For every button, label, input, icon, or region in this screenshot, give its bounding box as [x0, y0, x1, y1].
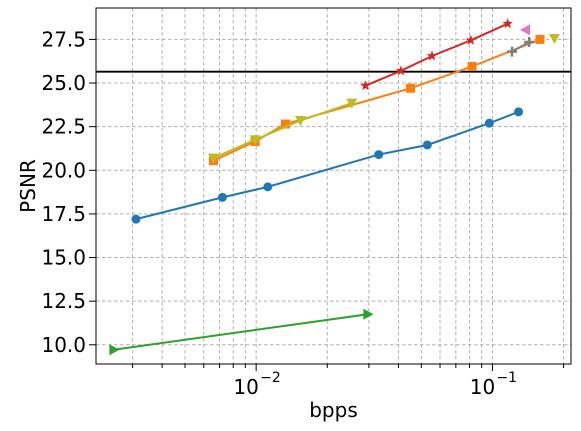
tick-layer: 10.012.515.017.520.022.525.027.510 −2 10 −1 [41, 27, 565, 399]
data-point [422, 140, 432, 150]
data-point [502, 18, 513, 29]
grid [96, 8, 571, 364]
data-point [249, 135, 261, 146]
x-axis-label: bpps [309, 398, 358, 422]
x-tick-exponent: −2 [260, 370, 281, 386]
data-point [360, 80, 371, 91]
data-point [208, 153, 220, 164]
y-tick-label: 15.0 [41, 246, 86, 270]
series-4 [507, 37, 535, 57]
data-point [514, 107, 524, 117]
data-point [294, 116, 306, 127]
data-point [507, 46, 518, 57]
y-tick-label: 27.5 [41, 27, 86, 51]
y-tick-label: 10.0 [41, 333, 86, 357]
y-tick-label: 12.5 [41, 289, 86, 313]
data-point [535, 34, 545, 44]
data-point [131, 214, 141, 224]
plot-frame [95, 7, 572, 365]
y-tick-label: 17.5 [41, 202, 86, 226]
series-1 [360, 18, 513, 91]
series-line [213, 38, 541, 162]
data-point [217, 192, 227, 202]
data-point [263, 182, 273, 192]
y-axis-label: PSNR [16, 159, 40, 213]
data-point [395, 65, 407, 76]
series-layer [109, 18, 560, 356]
series-7 [109, 308, 374, 356]
x-tick-exponent: −1 [496, 370, 517, 386]
data-point [363, 308, 374, 320]
series-line [113, 313, 369, 351]
data-point [465, 34, 477, 45]
x-tick-label: 10 [470, 375, 495, 399]
data-point [484, 118, 494, 128]
data-point [280, 119, 290, 129]
data-point [467, 61, 477, 71]
series-line [213, 102, 353, 159]
data-point [109, 344, 120, 356]
data-point [519, 24, 530, 36]
y-tick-label: 20.0 [41, 158, 86, 182]
series-line [511, 41, 530, 53]
data-point [346, 98, 358, 109]
data-point [426, 50, 438, 61]
data-point [524, 37, 535, 48]
data-point [406, 83, 416, 93]
series-3 [208, 98, 358, 164]
series-5 [519, 24, 530, 36]
series-0 [131, 107, 524, 224]
x-tick-label: 10 [233, 375, 258, 399]
series-6 [548, 34, 560, 45]
data-point [374, 150, 384, 160]
y-tick-label: 22.5 [41, 115, 86, 139]
data-point [548, 34, 560, 45]
y-tick-label: 25.0 [41, 71, 86, 95]
